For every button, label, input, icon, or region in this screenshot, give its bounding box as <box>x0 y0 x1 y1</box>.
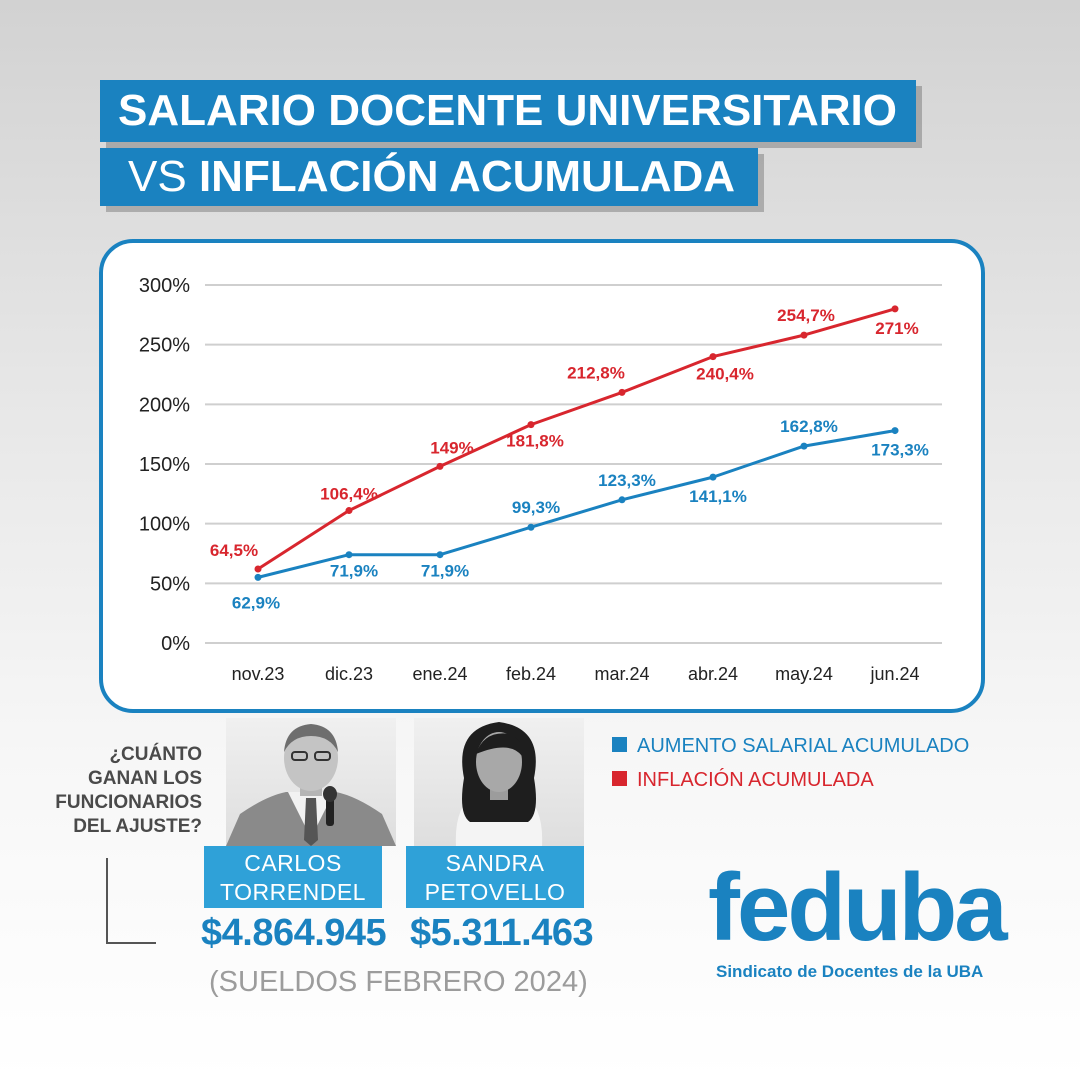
data-label: 240,4% <box>696 365 754 384</box>
y-tick-label: 300% <box>139 275 190 297</box>
series-line <box>257 429 896 579</box>
question-line: ¿CUÁNTO <box>109 744 202 765</box>
data-point <box>709 473 717 481</box>
bracket-line <box>106 858 156 944</box>
y-tick-label: 250% <box>139 335 190 357</box>
data-label: 141,1% <box>689 487 747 506</box>
data-label: 212,8% <box>567 363 625 382</box>
photo-sandra-petovello <box>414 718 584 846</box>
series-line <box>257 307 896 571</box>
name-last: PETOVELLO <box>424 879 566 905</box>
data-label: 62,9% <box>232 593 280 612</box>
y-tick-label: 100% <box>139 514 190 536</box>
name-first: CARLOS <box>244 850 342 876</box>
chart-card <box>99 239 985 713</box>
legend-swatch-red <box>612 771 627 787</box>
title-line-1: SALARIO DOCENTE UNIVERSITARIO <box>100 80 916 142</box>
data-point <box>345 507 353 515</box>
data-point <box>254 565 262 573</box>
data-label: 106,4% <box>320 485 378 504</box>
data-point <box>436 462 444 470</box>
data-label: 271% <box>875 319 918 338</box>
name-first: SANDRA <box>445 850 545 876</box>
legend-swatch-blue <box>612 737 627 753</box>
line-chart: 0% 50% 100% 150% 200% 250% 300% nov.23 dic.23 ene… <box>139 275 942 684</box>
data-label: 149% <box>430 438 473 457</box>
x-tick-label: dic.23 <box>325 664 373 684</box>
question-line: GANAN LOS <box>88 768 202 789</box>
y-tick-label: 200% <box>139 394 190 416</box>
x-tick-label: may.24 <box>775 664 833 684</box>
data-label: 99,3% <box>512 498 560 517</box>
data-label: 173,3% <box>871 441 929 460</box>
data-point <box>436 551 444 559</box>
logo-tagline: Sindicato de Docentes de la UBA <box>716 962 984 981</box>
data-point <box>254 573 262 581</box>
name-label-carlos: CARLOS TORRENDEL <box>204 846 382 908</box>
data-point <box>527 421 535 429</box>
question-line: FUNCIONARIOS <box>55 792 202 813</box>
data-point <box>891 305 899 313</box>
legend-label-salario: AUMENTO SALARIAL ACUMULADO <box>637 735 970 757</box>
y-tick-label: 50% <box>150 573 190 595</box>
photo-carlos-torrendel <box>226 718 396 846</box>
x-tick-label: feb.24 <box>506 664 556 684</box>
data-label: 181,8% <box>506 432 564 451</box>
portrait-man-icon <box>226 724 396 846</box>
x-tick-label: nov.23 <box>232 664 285 684</box>
feduba-logo: feduba <box>708 854 1008 961</box>
name-label-sandra: SANDRA PETOVELLO <box>406 846 584 908</box>
salary-carlos: $4.864.945 <box>201 912 387 954</box>
x-tick-label: abr.24 <box>688 664 738 684</box>
question-line: DEL AJUSTE? <box>73 816 202 837</box>
data-label: 64,5% <box>210 541 258 560</box>
data-point <box>618 388 626 396</box>
title-line-2: VS INFLACIÓN ACUMULADA <box>100 148 758 206</box>
data-label: 123,3% <box>598 471 656 490</box>
name-last: TORRENDEL <box>220 879 366 905</box>
x-tick-label: jun.24 <box>869 664 919 684</box>
data-label: 71,9% <box>330 562 378 581</box>
salary-note: (SUELDOS FEBRERO 2024) <box>209 966 588 998</box>
y-tick-label: 0% <box>161 633 190 655</box>
title-inflacion: INFLACIÓN ACUMULADA <box>198 152 736 201</box>
data-point <box>527 523 535 531</box>
data-point <box>709 353 717 361</box>
data-label: 254,7% <box>777 306 835 325</box>
title-vs: VS <box>128 152 187 201</box>
legend-item-inflacion: INFLACIÓN ACUMULADA <box>612 769 874 792</box>
portrait-woman-icon <box>455 722 543 846</box>
x-tick-label: ene.24 <box>412 664 467 684</box>
legend-label-inflacion: INFLACIÓN ACUMULADA <box>637 769 874 791</box>
data-point <box>891 427 899 435</box>
data-point <box>800 442 808 450</box>
data-point <box>800 331 808 339</box>
data-point <box>618 496 626 504</box>
salary-sandra: $5.311.463 <box>410 912 594 954</box>
x-tick-label: mar.24 <box>594 664 649 684</box>
data-label: 71,9% <box>421 562 469 581</box>
question-text: ¿CUÁNTO GANAN LOS FUNCIONARIOS DEL AJUST… <box>30 743 202 839</box>
y-tick-label: 150% <box>139 454 190 476</box>
data-label: 162,8% <box>780 417 838 436</box>
data-point <box>345 551 353 559</box>
legend-item-salario: AUMENTO SALARIAL ACUMULADO <box>612 735 969 758</box>
